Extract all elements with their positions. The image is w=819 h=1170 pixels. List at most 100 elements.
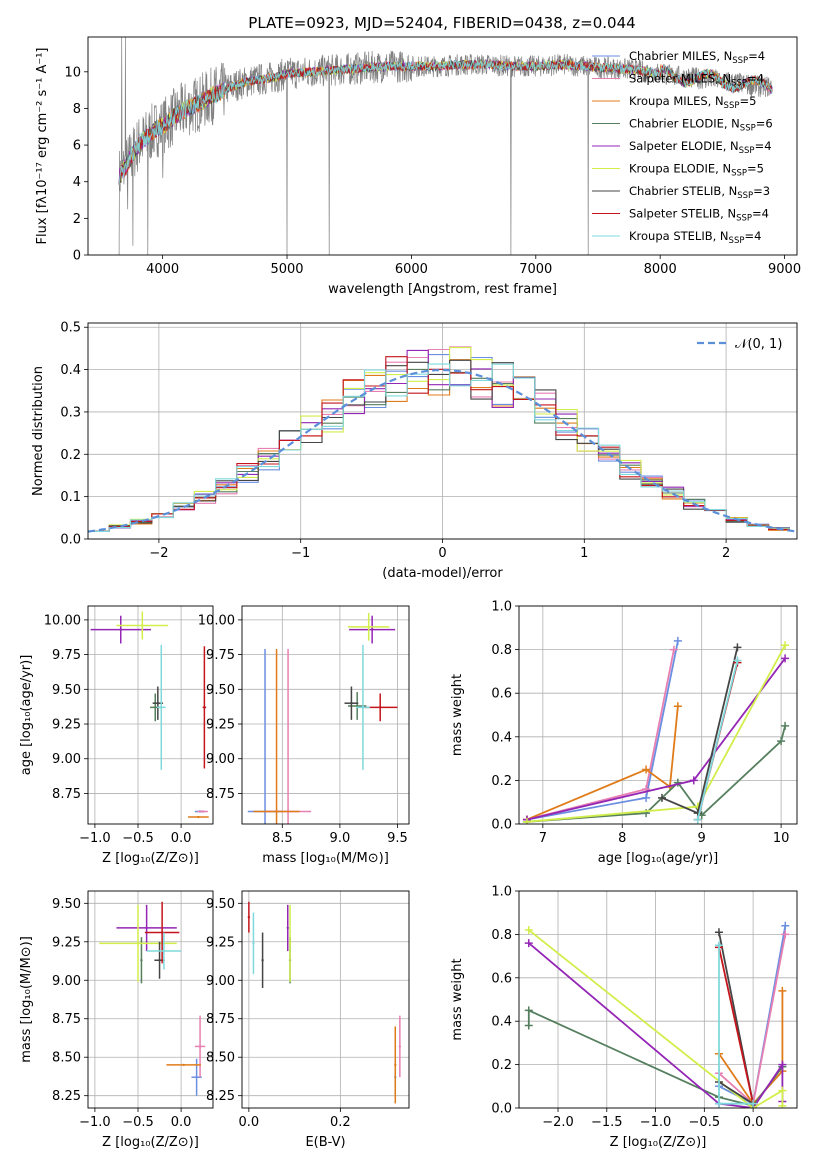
- panel-age_vs_Z: −1.0 −0.5 0.0 8.75 9.00 9.25 9.50 9.75 10.00 Z [l…: [19, 605, 214, 866]
- data-point: [203, 706, 206, 709]
- y-tick-label: 0.3: [60, 405, 81, 420]
- plus-marker: [524, 1006, 533, 1015]
- legend-label: Kroupa STELIB, NSSP=4: [629, 229, 761, 246]
- plus-marker: [778, 1060, 787, 1069]
- data-point: [140, 959, 143, 962]
- x-tick-label: 0.0: [743, 1115, 764, 1130]
- legend-label: Chabrier MILES, NSSP=4: [629, 49, 765, 66]
- x-tick-label: −1: [291, 546, 310, 561]
- y-tick-label: 10.00: [198, 613, 235, 628]
- y-tick-label: 10.00: [44, 613, 81, 628]
- weight-line-kroupa-elodie: [526, 644, 786, 823]
- x-tick-label: 0: [438, 546, 446, 561]
- y-tick-label: 0.2: [491, 774, 512, 789]
- data-point: [394, 1063, 397, 1067]
- legend-label: Salpeter MILES, NSSP=4: [629, 72, 764, 89]
- y-axis-label: mass weight: [450, 958, 465, 1040]
- grid-age_vs_mass: [242, 606, 409, 824]
- x-tick-label: 8.5: [272, 831, 293, 846]
- data-spectrum-line: [118, 37, 773, 255]
- x-tick-label: 1: [580, 546, 588, 561]
- x-tick-label: 0.0: [239, 1115, 260, 1130]
- grid-age_vs_Z: [88, 606, 213, 824]
- plot-area-mass_vs_EBV: [247, 901, 402, 1104]
- plus-marker: [524, 1021, 533, 1030]
- x-axis-label: Z [log₁₀(Z/Z⊙)]: [102, 851, 199, 866]
- y-tick-label: 0.5: [60, 321, 81, 336]
- axes-frame: [241, 605, 410, 825]
- plus-marker: [778, 1101, 787, 1108]
- y-tick-label: 8.75: [52, 787, 81, 802]
- y-tick-label: 0.6: [491, 687, 512, 702]
- y-tick-label: 6: [73, 139, 81, 154]
- x-tick-label: 10: [773, 831, 790, 846]
- data-point: [160, 706, 163, 709]
- y-axis-label: mass weight: [450, 674, 465, 756]
- weight-line-kroupa-miles: [526, 706, 679, 821]
- data-point: [288, 942, 292, 945]
- x-tick-label: 7000: [519, 262, 552, 277]
- y-tick-label: 0.1: [60, 490, 81, 505]
- y-tick-label: 0.8: [491, 643, 512, 658]
- x-tick-label: −0.5: [689, 1115, 721, 1130]
- plus-marker: [733, 643, 742, 652]
- y-tick-label: 8.75: [206, 1012, 235, 1027]
- plot-area-mass_vs_Z: [99, 901, 206, 1096]
- data-point: [119, 628, 122, 631]
- x-tick-label: −0.5: [122, 831, 154, 846]
- x-axis-label: Z [log₁₀(Z/Z⊙)]: [610, 1135, 707, 1150]
- x-tick-label: 9000: [768, 262, 801, 277]
- data-point: [350, 701, 353, 705]
- data-point: [158, 959, 161, 962]
- y-tick-label: 0.8: [491, 928, 512, 943]
- y-tick-label: 8.75: [206, 787, 235, 802]
- x-axis-label: Z [log₁₀(Z/Z⊙)]: [102, 1135, 199, 1150]
- plus-marker: [522, 817, 531, 824]
- residual-legend: 𝒩(0, 1): [697, 337, 782, 352]
- plus-marker: [714, 941, 723, 950]
- plus-marker: [669, 645, 678, 654]
- x-tick-label: 9.5: [387, 831, 408, 846]
- data-point: [141, 624, 144, 627]
- weight-line-kroupa-stelib: [696, 660, 739, 820]
- plus-marker: [524, 939, 533, 948]
- y-tick-label: 9.25: [52, 718, 81, 733]
- y-tick-label: 9.25: [52, 935, 81, 950]
- data-point: [198, 1045, 202, 1048]
- data-point: [247, 915, 251, 919]
- x-tick-label: 5000: [270, 262, 303, 277]
- axes-frame: [241, 890, 410, 1109]
- plus-marker: [781, 641, 790, 650]
- y-tick-label: 10: [64, 65, 81, 80]
- y-tick-label: 0.0: [491, 1102, 512, 1117]
- y-tick-label: 0.4: [491, 730, 512, 745]
- histogram-salpeter-stelib: [88, 356, 790, 532]
- x-tick-label: 8000: [644, 262, 677, 277]
- x-tick-label: 8: [618, 831, 626, 846]
- grid-mass_vs_EBV: [242, 891, 409, 1108]
- data-point: [275, 810, 278, 813]
- plus-marker: [781, 921, 790, 930]
- x-axis-label: mass [log₁₀(M/M⊙)]: [262, 851, 389, 866]
- grid-weight_vs_age: [519, 605, 797, 825]
- weight-line-kroupa-miles: [718, 990, 784, 1106]
- data-point: [160, 931, 164, 934]
- x-axis-label: wavelength [Angstrom, rest frame]: [328, 282, 557, 297]
- plus-marker: [733, 656, 742, 665]
- data-point: [355, 704, 359, 708]
- plus-marker: [749, 1099, 758, 1108]
- y-tick-label: 0: [73, 249, 81, 264]
- data-point: [197, 815, 200, 819]
- plus-marker: [714, 1099, 723, 1108]
- panel-spectrum: 4000 5000 6000 7000 8000 9000 0 2 4 6 8 10 wavelengt…: [35, 36, 801, 297]
- y-tick-label: 9.00: [206, 752, 235, 767]
- legend-label: Kroupa ELODIE, NSSP=5: [629, 162, 764, 179]
- x-tick-label: 7: [539, 831, 547, 846]
- plus-marker: [657, 793, 666, 802]
- x-tick-label: 0.2: [330, 1115, 351, 1130]
- panel-weight_vs_Z: −2.0 −1.5 −1.0 −0.5 0.0 0.0 0.2 0.4 0.6 0.8 1.0 Z […: [450, 885, 798, 1150]
- data-point: [195, 1076, 198, 1079]
- plus-marker: [673, 702, 682, 711]
- histogram-kroupa-elodie: [88, 347, 790, 532]
- plus-marker: [781, 721, 790, 730]
